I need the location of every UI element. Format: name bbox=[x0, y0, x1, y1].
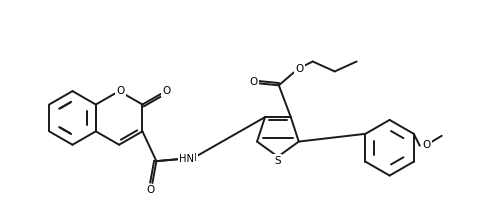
Text: HN: HN bbox=[179, 154, 194, 164]
Text: H: H bbox=[182, 153, 190, 163]
Text: O: O bbox=[146, 185, 155, 195]
Text: O: O bbox=[422, 140, 431, 150]
Text: S: S bbox=[275, 156, 281, 166]
Text: O: O bbox=[116, 86, 124, 96]
Text: O: O bbox=[250, 77, 258, 87]
Text: O: O bbox=[296, 64, 304, 74]
Text: N: N bbox=[189, 153, 197, 163]
Text: O: O bbox=[163, 86, 170, 96]
